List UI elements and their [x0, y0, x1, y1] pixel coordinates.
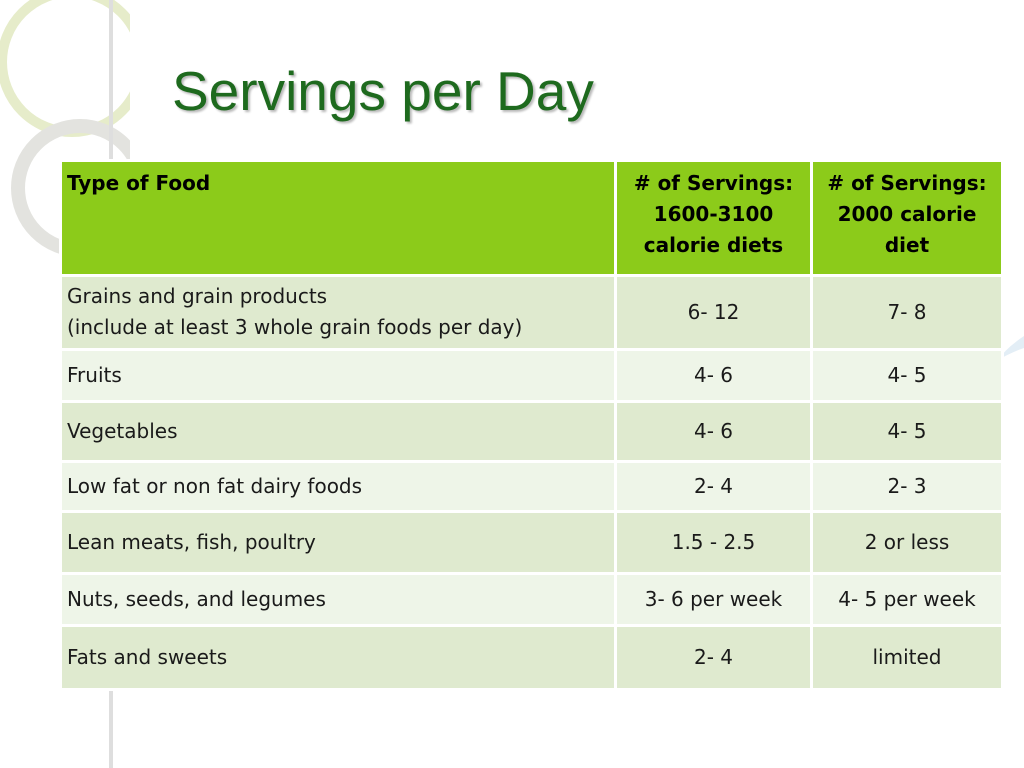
food-cell: Fats and sweets: [59, 624, 617, 691]
servings-1600-3100-cell: 1.5 - 2.5: [614, 510, 813, 575]
food-cell: Grains and grain products (include at le…: [59, 274, 617, 351]
servings-table: Type of Food # of Servings: 1600-3100 ca…: [59, 159, 1004, 691]
header-servings-2000: # of Servings: 2000 calorie diet: [810, 159, 1004, 277]
table-row: Nuts, seeds, and legumes 3- 6 per week 4…: [59, 572, 1004, 627]
servings-1600-3100-cell: 2- 4: [614, 460, 813, 513]
servings-1600-3100-cell: 4- 6: [614, 348, 813, 403]
servings-2000-cell: 4- 5 per week: [810, 572, 1004, 627]
food-cell: Low fat or non fat dairy foods: [59, 460, 617, 513]
servings-2000-cell: 4- 5: [810, 348, 1004, 403]
table-row: Low fat or non fat dairy foods 2- 4 2- 3: [59, 460, 1004, 513]
table-row: Vegetables 4- 6 4- 5: [59, 400, 1004, 463]
table-row: Fruits 4- 6 4- 5: [59, 348, 1004, 403]
servings-1600-3100-cell: 3- 6 per week: [614, 572, 813, 627]
servings-2000-cell: limited: [810, 624, 1004, 691]
slide-title: Servings per Day: [172, 60, 594, 122]
servings-2000-cell: 7- 8: [810, 274, 1004, 351]
food-cell: Vegetables: [59, 400, 617, 463]
table-row: Lean meats, fish, poultry 1.5 - 2.5 2 or…: [59, 510, 1004, 575]
servings-2000-cell: 2- 3: [810, 460, 1004, 513]
servings-1600-3100-cell: 2- 4: [614, 624, 813, 691]
header-type-of-food: Type of Food: [59, 159, 617, 277]
servings-1600-3100-cell: 6- 12: [614, 274, 813, 351]
food-cell: Nuts, seeds, and legumes: [59, 572, 617, 627]
food-name: Grains and grain products: [67, 284, 328, 308]
header-servings-1600-3100: # of Servings: 1600-3100 calorie diets: [614, 159, 813, 277]
table-row: Grains and grain products (include at le…: [59, 274, 1004, 351]
food-cell: Fruits: [59, 348, 617, 403]
food-cell: Lean meats, fish, poultry: [59, 510, 617, 575]
table-row: Fats and sweets 2- 4 limited: [59, 624, 1004, 691]
servings-2000-cell: 2 or less: [810, 510, 1004, 575]
table-header-row: Type of Food # of Servings: 1600-3100 ca…: [59, 159, 1004, 277]
servings-2000-cell: 4- 5: [810, 400, 1004, 463]
food-note: (include at least 3 whole grain foods pe…: [67, 315, 523, 339]
servings-1600-3100-cell: 4- 6: [614, 400, 813, 463]
decorative-edge-accent: [998, 336, 1024, 360]
